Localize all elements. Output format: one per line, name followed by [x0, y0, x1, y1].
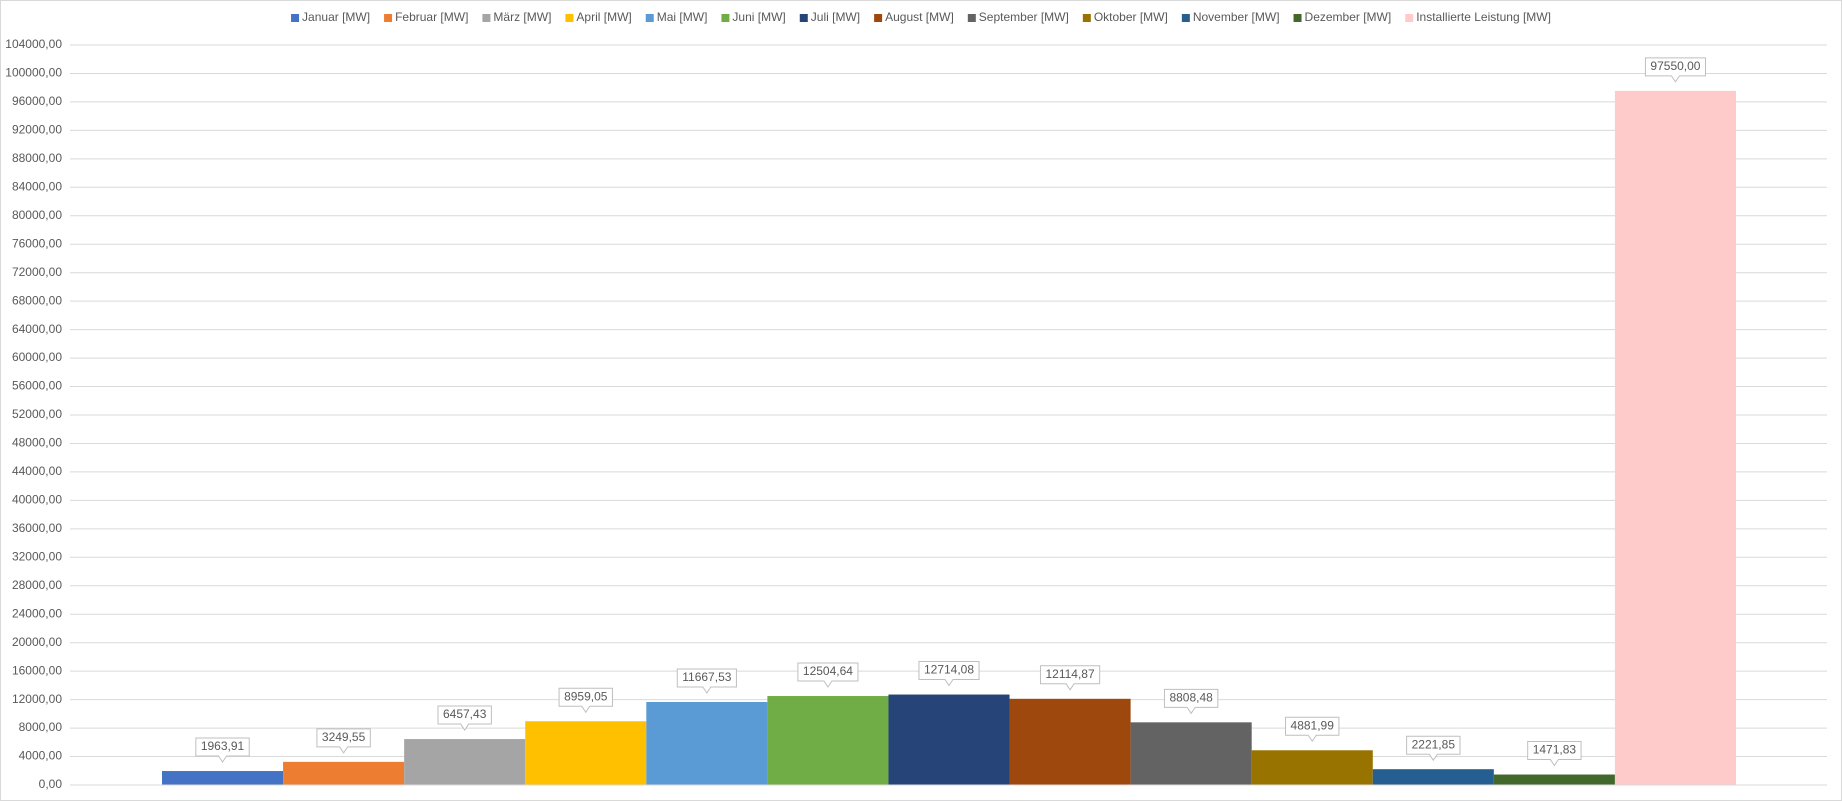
- legend-label: Installierte Leistung [MW]: [1416, 10, 1551, 24]
- value-label-box: [195, 737, 250, 763]
- y-tick-label: 80000,00: [12, 208, 62, 222]
- y-tick-label: 32000,00: [12, 549, 62, 563]
- legend-swatch: [721, 14, 730, 22]
- value-label-box: [918, 661, 980, 687]
- bar: [1614, 90, 1736, 786]
- y-tick-label: 44000,00: [12, 464, 62, 478]
- bar: [1372, 769, 1494, 785]
- y-tick-label: 12000,00: [12, 692, 62, 706]
- y-tick-label: 48000,00: [12, 436, 62, 450]
- legend-label: August [MW]: [885, 10, 954, 24]
- legend-label: September [MW]: [979, 10, 1069, 24]
- y-tick-label: 0,00: [39, 777, 63, 791]
- y-tick-label: 4000,00: [19, 749, 63, 763]
- legend-swatch: [1181, 14, 1190, 22]
- y-tick-label: 84000,00: [12, 179, 62, 193]
- value-label: 11667,53: [682, 670, 731, 684]
- y-tick-label: 76000,00: [12, 236, 62, 250]
- legend-label: Dezember [MW]: [1305, 10, 1392, 24]
- value-label: 12504,64: [803, 664, 853, 678]
- bar: [162, 771, 284, 785]
- value-label: 97550,00: [1650, 59, 1700, 73]
- y-tick-label: 52000,00: [12, 407, 62, 421]
- legend-label: November [MW]: [1193, 10, 1280, 24]
- legend-label: März [MW]: [493, 10, 551, 24]
- y-tick-label: 40000,00: [12, 493, 62, 507]
- value-label-box: [676, 668, 737, 694]
- value-label-box: [797, 662, 859, 688]
- legend-label: Mai [MW]: [657, 10, 708, 24]
- bar: [1493, 774, 1615, 785]
- legend-swatch: [565, 14, 574, 22]
- y-tick-label: 88000,00: [12, 151, 62, 165]
- y-tick-label: 100000,00: [5, 66, 62, 80]
- value-label-box: [1406, 735, 1461, 762]
- y-tick-label: 24000,00: [12, 606, 62, 620]
- value-label: 1471,83: [1533, 743, 1577, 757]
- legend-swatch: [1405, 14, 1414, 22]
- bar: [646, 701, 768, 785]
- legend-label: April [MW]: [576, 10, 631, 24]
- bar: [1130, 722, 1252, 785]
- value-label-box: [1163, 688, 1219, 715]
- value-label-box: [316, 728, 371, 754]
- legend-swatch: [482, 14, 491, 22]
- legend-swatch: [874, 14, 883, 22]
- legend-label: Juli [MW]: [811, 10, 860, 24]
- value-label: 8959,05: [564, 689, 608, 703]
- y-tick-label: 28000,00: [12, 578, 62, 592]
- value-label: 12714,08: [924, 663, 974, 677]
- y-tick-label: 96000,00: [12, 94, 62, 108]
- y-tick-label: 60000,00: [12, 350, 62, 364]
- y-tick-label: 20000,00: [12, 635, 62, 649]
- legend-label: Januar [MW]: [302, 10, 370, 24]
- value-label: 1963,91: [201, 739, 245, 753]
- legend-label: Oktober [MW]: [1094, 10, 1168, 24]
- y-tick-label: 68000,00: [12, 293, 62, 307]
- legend-swatch: [645, 14, 654, 22]
- y-tick-label: 16000,00: [12, 663, 62, 677]
- y-tick-label: 64000,00: [12, 322, 62, 336]
- bar: [888, 694, 1010, 785]
- value-label-box: [437, 705, 492, 731]
- legend-swatch: [799, 14, 808, 22]
- y-tick-label: 92000,00: [12, 123, 62, 137]
- value-label: 12114,87: [1045, 667, 1094, 681]
- value-label: 4881,99: [1291, 718, 1335, 732]
- bar: [1251, 750, 1373, 785]
- value-label-box: [558, 687, 613, 714]
- legend-swatch: [1082, 14, 1091, 22]
- bar: [283, 761, 405, 785]
- y-tick-label: 36000,00: [12, 521, 62, 535]
- bar: [767, 696, 889, 785]
- legend-label: Juni [MW]: [732, 10, 785, 24]
- legend-swatch: [1293, 14, 1302, 22]
- y-tick-label: 8000,00: [19, 720, 63, 734]
- bar: [525, 721, 647, 785]
- value-label-box: [1644, 57, 1706, 83]
- value-label-box: [1285, 716, 1340, 743]
- value-label: 2221,85: [1412, 737, 1456, 751]
- y-tick-label: 104000,00: [5, 37, 62, 51]
- value-label-box: [1039, 665, 1101, 691]
- legend-swatch: [291, 14, 300, 22]
- value-label: 8808,48: [1169, 690, 1213, 704]
- value-label: 6457,43: [443, 707, 487, 721]
- y-tick-label: 72000,00: [12, 265, 62, 279]
- legend-label: Februar [MW]: [395, 10, 468, 24]
- value-label-box: [1527, 741, 1582, 767]
- legend-swatch: [967, 14, 976, 22]
- y-tick-label: 56000,00: [12, 379, 62, 393]
- bar: [404, 739, 526, 785]
- bar: [1009, 698, 1131, 785]
- value-label: 3249,55: [322, 730, 366, 744]
- legend-swatch: [384, 14, 393, 22]
